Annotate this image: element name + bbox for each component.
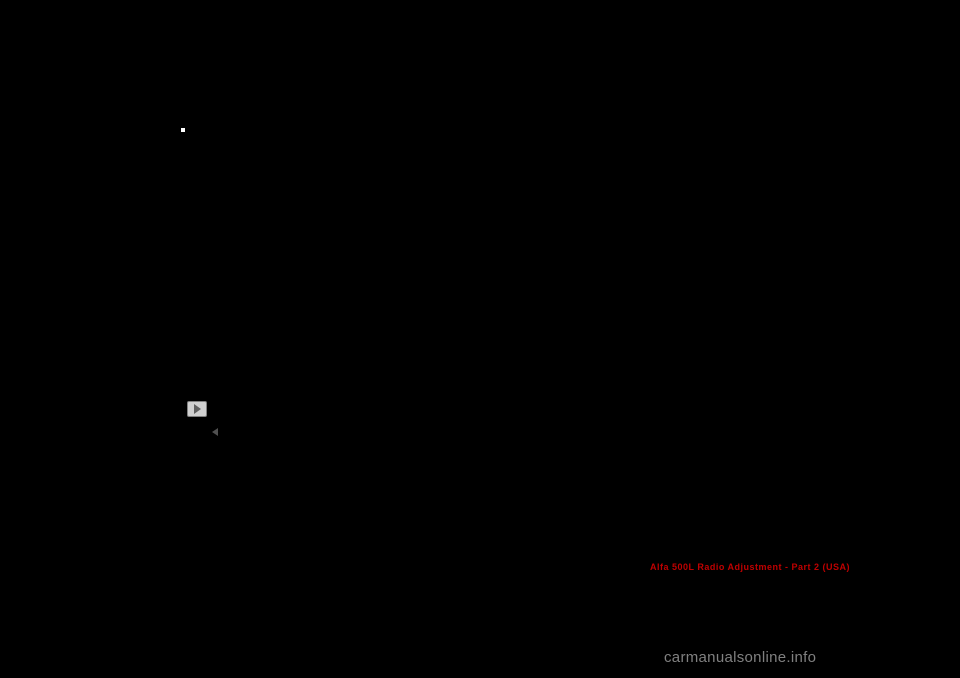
marker-dot (181, 128, 185, 132)
document-title: Alfa 500L Radio Adjustment - Part 2 (USA… (650, 562, 850, 572)
play-icon (194, 404, 201, 414)
play-button[interactable] (187, 401, 207, 417)
watermark-text: carmanualsonline.info (664, 649, 816, 666)
back-triangle-icon (212, 428, 218, 436)
